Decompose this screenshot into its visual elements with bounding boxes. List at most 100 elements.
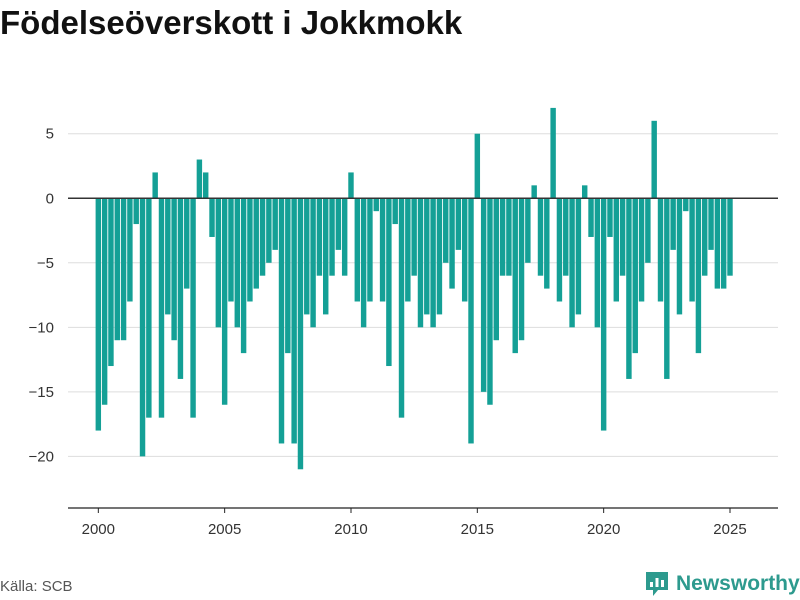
bar [139, 198, 146, 457]
bar [714, 198, 721, 289]
bar [436, 198, 443, 315]
bar [619, 198, 626, 276]
bar [215, 198, 222, 328]
bar [518, 198, 525, 341]
bar [657, 198, 664, 302]
bar [247, 198, 253, 302]
newsworthy-logo-icon [646, 572, 668, 596]
bar [285, 198, 291, 354]
bar [689, 198, 695, 302]
bar [266, 198, 272, 263]
bar [341, 198, 348, 276]
bar [228, 198, 234, 302]
bar [556, 198, 563, 302]
brand-name: Newsworthy [676, 572, 800, 595]
bar [499, 198, 506, 276]
bar [537, 198, 544, 276]
bar [449, 198, 455, 289]
bar [632, 198, 638, 354]
bar [563, 198, 569, 276]
bar [443, 198, 449, 263]
x-tick-label: 2015 [461, 521, 494, 538]
bar [108, 198, 114, 367]
bar [234, 198, 241, 328]
y-tick-label: −20 [29, 448, 54, 465]
x-tick-label: 2000 [82, 521, 115, 538]
bar [177, 198, 184, 379]
bar [468, 198, 474, 444]
bar [379, 198, 386, 302]
bar [240, 198, 247, 354]
bar [259, 198, 266, 276]
bar [171, 198, 177, 341]
bar [398, 198, 405, 418]
bar [645, 198, 651, 263]
bar [95, 198, 102, 431]
bar [651, 120, 657, 199]
bar [594, 198, 601, 328]
bar [291, 198, 297, 444]
bar [424, 198, 430, 315]
bar [329, 198, 335, 276]
chart-title: Födelseöverskott i Jokkmokk [0, 4, 463, 41]
x-tick-label: 2025 [713, 521, 746, 538]
x-axis-ticks: 2000 2005 2010 2015 2020 2025 [82, 508, 747, 538]
bar [455, 198, 462, 250]
bar [493, 198, 499, 341]
bar [581, 185, 588, 199]
bar [120, 198, 127, 341]
bar [588, 198, 594, 237]
bar [190, 198, 196, 418]
bar [683, 198, 689, 212]
x-tick-label: 2005 [208, 521, 241, 538]
bar [600, 198, 607, 431]
bar [550, 107, 556, 199]
bar [184, 198, 190, 289]
source-note: Källa: SCB [0, 578, 73, 595]
bar [386, 198, 392, 367]
bar [405, 198, 411, 302]
bar [304, 198, 310, 315]
bar [626, 198, 632, 379]
bar [316, 198, 323, 276]
bar [430, 198, 436, 328]
bar [417, 198, 424, 328]
bar [196, 159, 203, 199]
y-tick-label: 5 [46, 126, 54, 143]
bar [695, 198, 702, 354]
bar [367, 198, 373, 302]
bar [165, 198, 171, 315]
bar [310, 198, 316, 328]
bar [480, 198, 487, 392]
bar [209, 198, 215, 237]
bar [676, 198, 683, 315]
bar [664, 198, 670, 379]
bar [461, 198, 468, 302]
bar [202, 172, 209, 199]
bar [708, 198, 714, 250]
bar [720, 198, 727, 289]
bar [348, 172, 354, 199]
bar [360, 198, 367, 328]
bar [506, 198, 512, 276]
bar [114, 198, 120, 341]
bar [272, 198, 278, 250]
bar [670, 198, 676, 250]
bar [474, 133, 481, 199]
y-tick-label: 0 [46, 190, 54, 207]
bar [253, 198, 259, 289]
x-tick-label: 2010 [334, 521, 367, 538]
bar [373, 198, 379, 212]
bar [525, 198, 531, 263]
y-axis-ticks: 5 0 −5 −10 −15 −20 [29, 126, 54, 466]
bar [544, 198, 550, 289]
bar [152, 172, 158, 199]
bar [146, 198, 152, 418]
bar [127, 198, 133, 302]
y-tick-label: −10 [29, 319, 54, 336]
bar [607, 198, 613, 237]
bar [392, 198, 398, 225]
bar [727, 198, 733, 276]
brand-logo[interactable]: Newsworthy [644, 570, 800, 598]
